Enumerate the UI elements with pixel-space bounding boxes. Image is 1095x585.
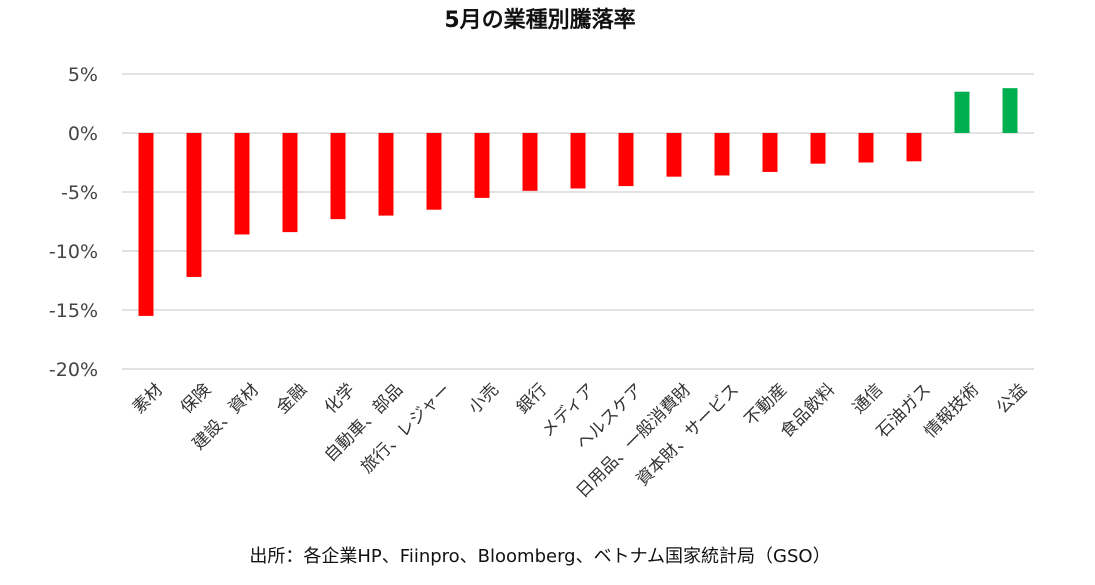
source-note: 出所：各企業HP、Fiinpro、Bloomberg、ベトナム国家統計局（GSO… [249, 546, 830, 567]
category-label: 銀行 [513, 380, 551, 418]
y-tick-label: -5% [61, 182, 98, 204]
category-label: 化学 [321, 380, 359, 418]
bar [282, 133, 298, 233]
bar [234, 133, 250, 235]
y-tick-label: -10% [49, 241, 98, 263]
y-tick-label: -20% [49, 359, 98, 381]
gridlines [122, 73, 1034, 370]
bar [186, 133, 202, 277]
bar [330, 133, 346, 220]
category-label: 保険 [177, 380, 215, 418]
y-tick-label: 0% [68, 123, 98, 145]
bar [378, 133, 394, 216]
bar [570, 133, 586, 189]
bar [858, 133, 874, 163]
category-label: 素材 [129, 380, 167, 418]
bar [762, 133, 778, 172]
bar [906, 133, 922, 162]
category-label: 公益 [993, 380, 1031, 418]
y-axis-ticks: 5% 0% -5% -10% -15% -20% [49, 64, 98, 381]
y-tick-label: -15% [49, 300, 98, 322]
bars [138, 88, 1018, 316]
chart-title: 5月の業種別騰落率 [444, 7, 635, 33]
bar [474, 133, 490, 198]
bar [138, 133, 154, 316]
category-label: 通信 [849, 380, 887, 418]
category-label: 金融 [273, 380, 311, 418]
bar [810, 133, 826, 164]
y-tick-label: 5% [68, 64, 98, 86]
bar [426, 133, 442, 210]
bar [714, 133, 730, 176]
bar [522, 133, 538, 191]
bar [666, 133, 682, 177]
bar [618, 133, 634, 187]
bar [954, 91, 970, 133]
bar [1002, 88, 1018, 133]
category-label: 小売 [465, 380, 503, 418]
